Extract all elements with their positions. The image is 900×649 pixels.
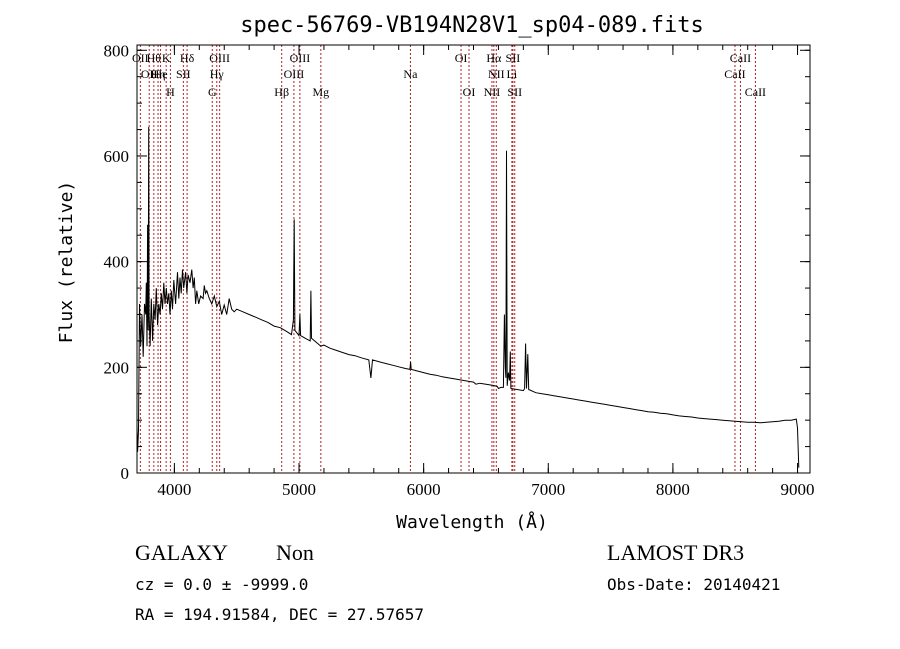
- line-label-4959-1: OIII: [284, 67, 305, 81]
- line-label-5007-0: OIII: [290, 51, 311, 65]
- line-label-3835-0: Hθ: [147, 51, 162, 65]
- line-label-8542-0: CaII: [730, 51, 751, 65]
- line-label-6708-1: Li: [507, 67, 518, 81]
- line-label-6563-0: Hα: [486, 51, 502, 65]
- y-tick-label-600: 600: [104, 147, 130, 166]
- x-tick-label-5000: 5000: [282, 480, 316, 499]
- line-label-6731-2: SII: [507, 85, 522, 99]
- x-tick-label-6000: 6000: [407, 480, 441, 499]
- line-label-3968-2: H: [166, 85, 175, 99]
- line-label-4102-0: Hδ: [180, 51, 195, 65]
- emission-line-markers: [139, 45, 756, 473]
- line-label-6716-0: SII: [506, 51, 521, 65]
- line-label-4072-1: SII: [176, 67, 191, 81]
- x-axis-label: Wavelength (Å): [396, 511, 548, 533]
- line-label-3934-0: K: [162, 51, 171, 65]
- y-axis-label: Flux (relative): [56, 181, 77, 344]
- cz-value: cz = 0.0 ± -9999.0: [135, 575, 308, 594]
- x-tick-label-4000: 4000: [157, 480, 191, 499]
- line-label-8662-2: CaII: [745, 85, 766, 99]
- line-label-3889-1: He: [154, 67, 168, 81]
- line-label-6548-2: NII: [484, 85, 501, 99]
- line-label-5175-2: Mg: [312, 85, 329, 99]
- line-label-5894-1: Na: [403, 67, 418, 81]
- line-label-8498-1: CaII: [724, 67, 745, 81]
- line-label-6583-1: NII: [488, 67, 505, 81]
- observation-date: Obs-Date: 20140421: [607, 575, 780, 594]
- plot-frame: [136, 44, 811, 474]
- x-tick-label-7000: 7000: [531, 480, 565, 499]
- object-subclass-label: Non: [276, 540, 314, 565]
- y-tick-label-400: 400: [104, 253, 130, 272]
- y-tick-label-800: 800: [104, 41, 130, 60]
- line-label-4340-1: Hγ: [210, 67, 225, 81]
- line-label-4363-0: OIII: [209, 51, 230, 65]
- line-label-3869-1: Hη: [151, 67, 166, 81]
- x-tick-label-8000: 8000: [656, 480, 690, 499]
- survey-label: LAMOST DR3: [607, 540, 744, 565]
- line-label-4861-2: Hβ: [274, 85, 289, 99]
- line-label-4304-2: G: [208, 85, 217, 99]
- x-tick-label-9000: 9000: [781, 480, 815, 499]
- line-label-3798-1: OII: [141, 67, 158, 81]
- emission-line-labels: OIIOIIHθHηHeKHSIIHδGHγOIIIHβOIIIOIIIMgNa…: [132, 51, 766, 99]
- chart-title: spec-56769-VB194N28V1_sp04-089.fits: [240, 13, 704, 38]
- y-tick-label-0: 0: [121, 464, 130, 483]
- y-axis-ticks: 0 200 400 600 800: [104, 41, 810, 483]
- object-class-label: GALAXY: [135, 540, 228, 565]
- x-axis-ticks: 4000 5000 6000 7000 8000 9000: [157, 45, 815, 499]
- y-tick-label-200: 200: [104, 358, 130, 377]
- line-label-3727-0: OII: [132, 51, 149, 65]
- ra-dec-coordinates: RA = 194.91584, DEC = 27.57657: [135, 605, 424, 624]
- spectrum-series-line: [136, 126, 800, 468]
- line-label-6300-0: OI: [455, 51, 468, 65]
- line-label-6364-2: OI: [463, 85, 476, 99]
